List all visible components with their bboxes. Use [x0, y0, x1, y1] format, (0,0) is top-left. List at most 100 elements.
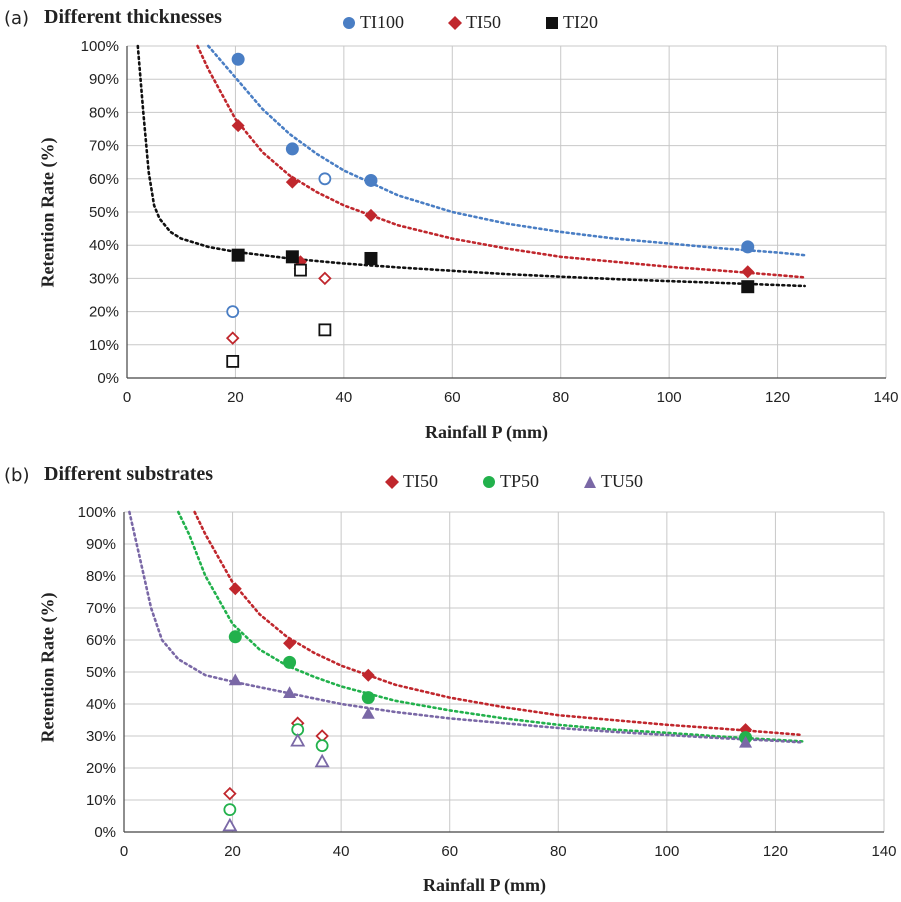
- x-tick-label: 60: [444, 389, 461, 406]
- open-data-point: [318, 271, 332, 286]
- legend-label: TI100: [360, 12, 404, 32]
- data-point: [228, 673, 242, 686]
- x-tick-label: 80: [552, 389, 569, 406]
- open-data-point: [315, 739, 329, 753]
- circle-icon: [343, 16, 355, 29]
- y-tick-label: 40%: [89, 237, 119, 254]
- x-axis-label: Rainfall P (mm): [423, 875, 546, 895]
- x-tick-label: 0: [123, 389, 131, 406]
- x-axis-label: Rainfall P (mm): [425, 422, 548, 442]
- legend-label: TP50: [500, 471, 540, 491]
- data-point: [283, 636, 297, 650]
- plot-area: 0% 10% 20% 30% 40% 50% 60% 70% 80% 90% 100% 0 20 40 60…: [78, 504, 897, 860]
- data-point: [228, 630, 242, 644]
- diamond-icon: [448, 15, 462, 30]
- open-data-point: [223, 786, 237, 801]
- x-tick-label: 40: [336, 389, 353, 406]
- legend-item-tp50: TP50: [482, 471, 539, 492]
- trend-line: [193, 510, 804, 737]
- x-tick-label: 100: [657, 389, 682, 406]
- data-point: [741, 265, 755, 279]
- data-point: [361, 707, 375, 719]
- y-tick-label: 100%: [81, 38, 119, 55]
- x-tick-label: 120: [765, 389, 790, 406]
- y-tick-label: 20%: [86, 760, 116, 777]
- series-ti50: [225, 119, 755, 345]
- trend-line: [136, 44, 806, 288]
- data-point: [285, 175, 299, 189]
- x-tick-label: 140: [871, 843, 896, 860]
- open-data-point: [222, 817, 238, 832]
- y-tick-label: 0%: [97, 370, 119, 387]
- data-point: [231, 248, 245, 262]
- y-tick-label: 80%: [89, 104, 119, 121]
- data-point: [283, 655, 297, 669]
- legend-item-ti20: TI20: [545, 12, 598, 33]
- trend-line: [177, 510, 804, 743]
- y-tick-label: 0%: [94, 824, 116, 841]
- y-tick-label: 10%: [86, 792, 116, 809]
- data-point: [361, 691, 375, 705]
- open-data-point: [318, 172, 332, 186]
- data-point: [364, 251, 378, 265]
- trend-line: [196, 44, 806, 279]
- trend-line: [128, 510, 804, 744]
- legend-item-tu50: TU50: [583, 471, 643, 492]
- open-data-point: [226, 354, 240, 368]
- plot-area: 0% 10% 20% 30% 40% 50% 60% 70% 80% 90% 100% 0 20 40 60…: [81, 38, 899, 406]
- y-tick-label: 60%: [89, 171, 119, 188]
- y-tick-label: 80%: [86, 568, 116, 585]
- y-tick-label: 30%: [86, 728, 116, 745]
- series-tu50: [222, 673, 753, 832]
- chart-panel-b: (b) Different substrates TI50 TP50 TU50 …: [0, 451, 901, 902]
- legend: TI50 TP50 TU50: [385, 471, 687, 492]
- series-ti20: [226, 248, 755, 368]
- legend: TI100 TI50 TI20: [342, 12, 642, 33]
- y-tick-label: 100%: [78, 504, 116, 521]
- data-point: [285, 142, 299, 156]
- y-tick-label: 40%: [86, 696, 116, 713]
- diamond-icon: [385, 474, 399, 489]
- data-point: [231, 119, 245, 133]
- y-tick-label: 70%: [89, 138, 119, 155]
- chart-title: Different thicknesses: [44, 6, 222, 28]
- x-tick-label: 20: [224, 843, 241, 860]
- trend-line: [207, 44, 806, 257]
- panel-label: (a): [4, 8, 30, 29]
- data-point: [283, 686, 297, 698]
- y-tick-label: 50%: [89, 204, 119, 221]
- data-point: [285, 250, 299, 264]
- data-point: [741, 280, 755, 294]
- open-data-point: [294, 263, 307, 277]
- data-point: [741, 240, 755, 254]
- data-point: [361, 668, 375, 682]
- legend-item-ti100: TI100: [342, 12, 404, 33]
- y-tick-label: 10%: [89, 337, 119, 354]
- legend-label: TI50: [466, 12, 501, 32]
- legend-label: TI20: [563, 12, 598, 32]
- data-point: [231, 52, 245, 66]
- x-tick-label: 140: [873, 389, 898, 406]
- chart-panel-a: (a) Different thicknesses TI100 TI50 TI2…: [4, 6, 899, 442]
- x-tick-label: 100: [654, 843, 679, 860]
- x-tick-label: 0: [120, 843, 128, 860]
- y-tick-label: 90%: [89, 71, 119, 88]
- legend-label: TU50: [601, 471, 644, 491]
- x-tick-label: 80: [550, 843, 567, 860]
- legend-item-ti50: TI50: [385, 471, 438, 492]
- y-tick-label: 20%: [89, 304, 119, 321]
- open-data-point: [318, 323, 332, 337]
- x-tick-label: 40: [333, 843, 350, 860]
- data-point: [739, 735, 753, 748]
- open-data-point: [226, 305, 240, 319]
- data-point: [228, 582, 242, 596]
- legend-item-ti50: TI50: [448, 12, 501, 33]
- open-data-point: [223, 803, 237, 817]
- x-tick-label: 120: [763, 843, 788, 860]
- triangle-icon: [584, 475, 597, 488]
- y-tick-label: 50%: [86, 664, 116, 681]
- y-tick-label: 70%: [86, 600, 116, 617]
- data-point: [364, 208, 378, 222]
- panel-label: (b): [4, 465, 30, 486]
- open-data-point: [225, 331, 240, 345]
